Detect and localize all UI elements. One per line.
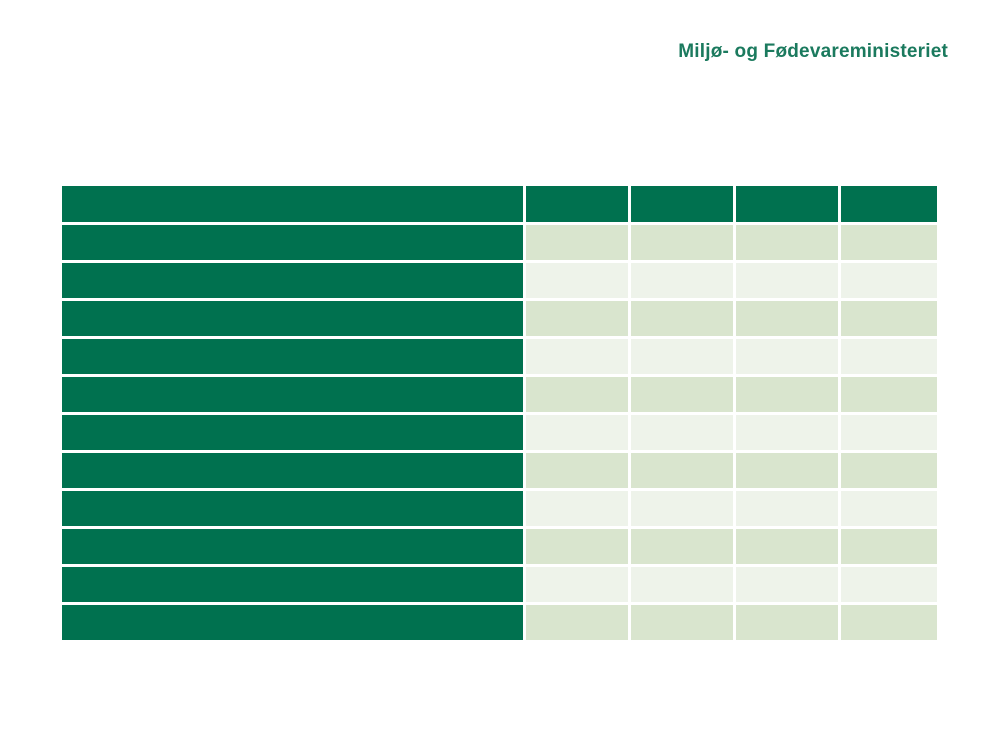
data-cell xyxy=(526,339,628,374)
ministry-title: Miljø- og Fødevareministeriet xyxy=(678,41,948,62)
data-cell xyxy=(526,529,628,564)
row-label-cell xyxy=(62,529,523,564)
data-cell xyxy=(631,225,733,260)
data-cell xyxy=(526,377,628,412)
data-cell xyxy=(841,377,937,412)
data-cell xyxy=(631,491,733,526)
header-cell xyxy=(841,186,937,222)
data-cell xyxy=(841,453,937,488)
data-cell xyxy=(736,377,838,412)
data-cell xyxy=(526,301,628,336)
data-cell xyxy=(526,491,628,526)
row-label-cell xyxy=(62,263,523,298)
data-cell xyxy=(526,225,628,260)
header-cell xyxy=(631,186,733,222)
row-label-cell xyxy=(62,567,523,602)
row-label-cell xyxy=(62,453,523,488)
data-cell xyxy=(631,377,733,412)
data-cell xyxy=(631,263,733,298)
data-cell xyxy=(736,263,838,298)
data-cell xyxy=(841,415,937,450)
row-label-cell xyxy=(62,605,523,640)
data-cell xyxy=(631,605,733,640)
data-cell xyxy=(736,339,838,374)
header-cell xyxy=(62,186,523,222)
data-cell xyxy=(841,605,937,640)
row-label-cell xyxy=(62,377,523,412)
data-cell xyxy=(841,529,937,564)
data-cell xyxy=(841,491,937,526)
data-cell xyxy=(736,415,838,450)
data-cell xyxy=(841,225,937,260)
data-cell xyxy=(526,605,628,640)
data-cell xyxy=(736,491,838,526)
data-cell xyxy=(841,567,937,602)
data-cell xyxy=(736,225,838,260)
row-label-cell xyxy=(62,415,523,450)
data-cell xyxy=(526,567,628,602)
row-label-cell xyxy=(62,225,523,260)
row-label-cell xyxy=(62,339,523,374)
header-cell xyxy=(526,186,628,222)
data-cell xyxy=(736,453,838,488)
data-table xyxy=(62,186,937,640)
data-cell xyxy=(526,415,628,450)
data-cell xyxy=(841,263,937,298)
row-label-cell xyxy=(62,491,523,526)
data-cell xyxy=(631,453,733,488)
row-label-cell xyxy=(62,301,523,336)
data-cell xyxy=(736,605,838,640)
data-cell xyxy=(631,415,733,450)
data-cell xyxy=(631,529,733,564)
data-cell xyxy=(736,567,838,602)
data-cell xyxy=(631,301,733,336)
data-cell xyxy=(841,339,937,374)
data-cell xyxy=(526,453,628,488)
data-cell xyxy=(841,301,937,336)
data-cell xyxy=(736,301,838,336)
header-cell xyxy=(736,186,838,222)
data-cell xyxy=(631,339,733,374)
data-cell xyxy=(526,263,628,298)
data-cell xyxy=(736,529,838,564)
data-cell xyxy=(631,567,733,602)
